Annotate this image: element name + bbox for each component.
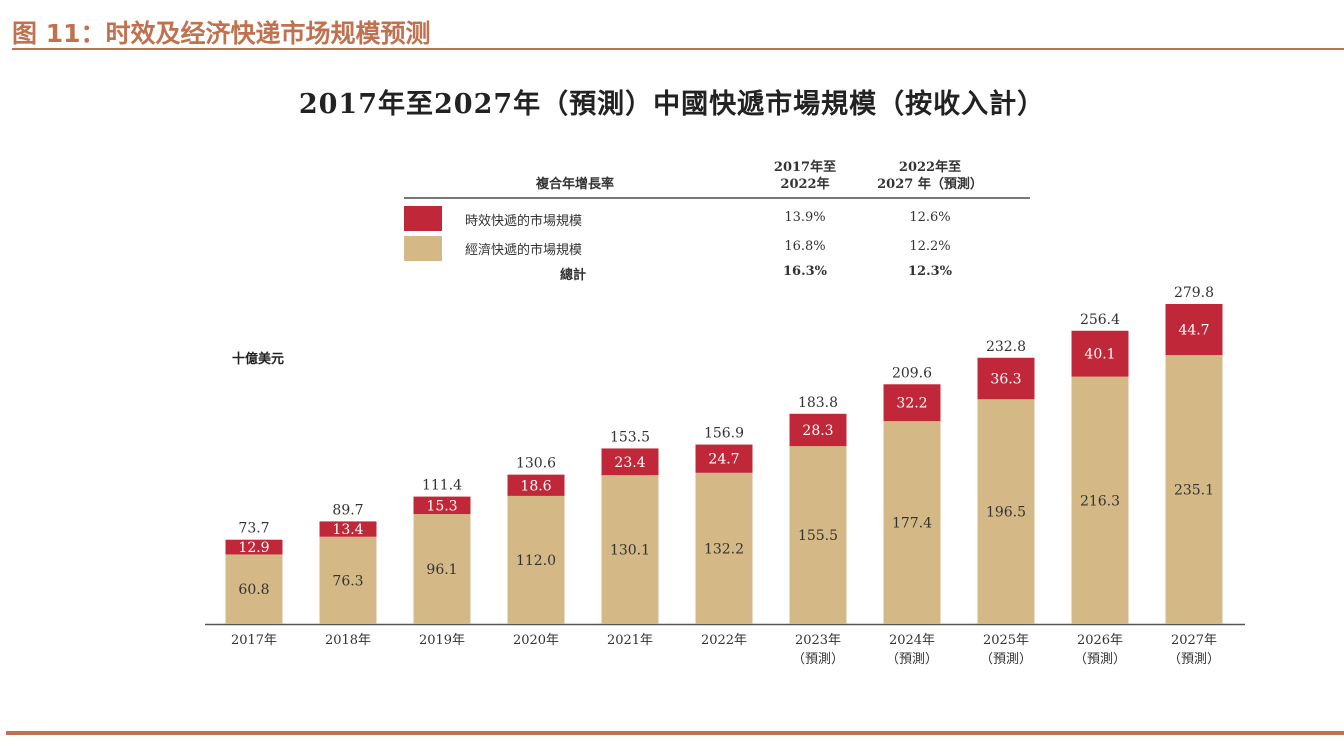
x-tick-label: 2022年 [701,633,747,648]
bar-segment [883,421,941,624]
data-label: 177.4 [892,516,932,532]
col2-line1: 2022年至 [898,160,962,175]
footer-divider [6,731,1344,735]
y-axis-unit: 十億美元 [232,352,285,367]
total-label: 156.9 [704,426,744,442]
data-label: 12.9 [238,540,269,556]
data-label: 112.0 [516,553,556,569]
title-divider [12,48,1344,50]
cagr-economy-1: 16.8% [784,239,826,254]
data-label: 44.7 [1178,323,1209,339]
bar-segment [225,554,283,624]
legend-header: 複合年增長率 [535,177,614,192]
chart-title: 2017年至2027年（預測）中國快遞市場規模（按收入計） [298,89,1046,120]
x-tick-label: 2018年 [325,633,371,648]
legend-col2-header: 2022年至 2027 年（預測） [870,159,990,193]
data-label: 40.1 [1084,347,1115,363]
total-label: 183.8 [798,395,838,411]
x-tick-label: 2023年 [795,633,841,648]
bar-segment [883,384,941,422]
data-label: 132.2 [704,541,744,557]
data-label: 32.2 [896,396,927,412]
total-label: 256.4 [1080,312,1120,328]
bar-segment [695,444,753,473]
x-tick-label: 2019年 [419,633,465,648]
x-tick-label: （預測） [980,652,1032,667]
bar-segment [977,399,1035,624]
bar-segment [1071,330,1129,377]
total-label: 279.8 [1174,285,1214,301]
bar-segment [1165,304,1223,356]
data-label: 28.3 [802,423,833,439]
bar-segment [977,357,1035,400]
cagr-express-1: 13.9% [784,210,826,225]
x-tick-label: （預測） [1168,652,1220,667]
bar-segment [413,514,471,624]
bar-segment [507,474,565,496]
total-label: 73.7 [238,521,269,537]
data-label: 24.7 [708,452,739,468]
x-tick-label: 2025年 [983,633,1029,648]
data-label: 18.6 [520,478,551,494]
bar-segment [1165,355,1223,624]
data-label: 13.4 [332,522,363,538]
total-label: 232.8 [986,339,1026,355]
bar-segment [789,413,847,447]
data-label: 36.3 [990,372,1021,388]
bar-segment [601,475,659,624]
cagr-express-2: 12.6% [909,210,951,225]
data-label: 130.1 [610,543,650,559]
data-label: 60.8 [238,582,269,598]
x-tick-label: （預測） [792,652,844,667]
figure-title: 图 11：时效及经济快递市场规模预测 [12,19,431,48]
col1-line1: 2017年至 [773,160,837,175]
bar-segment [413,496,471,515]
bar-segment [601,448,659,476]
data-label: 96.1 [426,562,457,578]
col2-line2: 2027 年（預測） [877,177,983,192]
data-label: 15.3 [426,498,457,514]
cagr-total-2: 12.3% [907,264,952,279]
legend-label-total: 總計 [560,268,587,283]
bar-segment [507,495,565,624]
total-label: 153.5 [610,429,650,445]
bar-segment [319,521,377,537]
x-tick-label: 2024年 [889,633,935,648]
x-tick-label: 2026年 [1077,633,1123,648]
legend-swatch-economy [404,236,442,261]
x-tick-label: （預測） [1074,652,1126,667]
x-tick-label: （預測） [886,652,938,667]
x-tick-label: 2027年 [1171,633,1217,648]
x-tick-label: 2017年 [231,633,277,648]
legend-divider [404,197,1030,199]
legend-label-economy: 經濟快遞的市場規模 [465,243,583,258]
data-label: 155.5 [798,528,838,544]
data-label: 76.3 [332,573,363,589]
data-label: 216.3 [1080,493,1120,509]
x-tick-label: 2021年 [607,633,653,648]
bar-segment [225,539,283,555]
legend-swatch-express [404,206,442,231]
legend-col1-header: 2017年至 2022年 [760,159,850,193]
bar-segment [789,446,847,624]
total-label: 209.6 [892,365,932,381]
legend-label-express: 時效快遞的市場規模 [465,214,583,229]
bar-segment [695,472,753,624]
data-label: 196.5 [986,505,1026,521]
bar-segment [1071,376,1129,624]
total-label: 130.6 [516,456,556,472]
bar-segment [319,536,377,624]
data-label: 235.1 [1174,483,1214,499]
x-tick-label: 2020年 [513,633,559,648]
total-label: 111.4 [422,478,462,494]
data-label: 23.4 [614,455,645,471]
col1-line2: 2022年 [780,177,830,192]
cagr-total-1: 16.3% [782,264,827,279]
cagr-economy-2: 12.2% [909,239,951,254]
total-label: 89.7 [332,502,363,518]
